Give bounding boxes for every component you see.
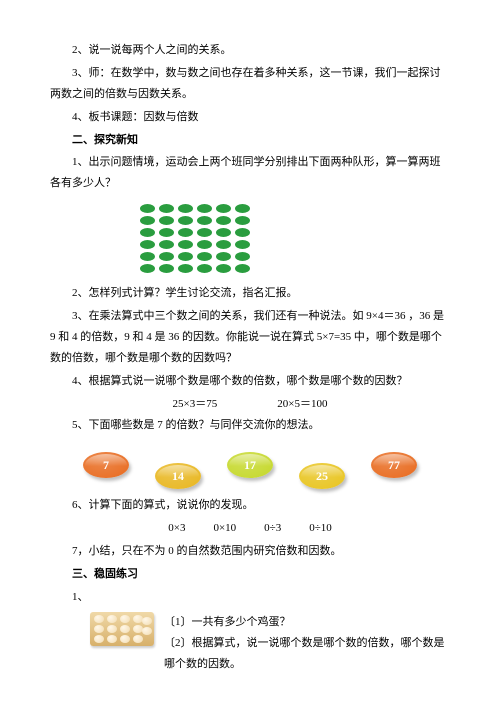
dot [178, 264, 193, 273]
zero-equations: 0×3 0×10 0÷3 0÷10 [50, 518, 450, 539]
egg-exercise: 〔1〕一共有多少个鸡蛋？ 〔2〕根据算式，说一说哪个数是哪个数的倍数，哪个数是哪… [90, 612, 450, 675]
dot [197, 204, 212, 213]
equation-2: 20×5＝100 [277, 394, 327, 415]
dot [235, 264, 250, 273]
line-q5: 5、下面哪些数是 7 的倍数？与同伴交流你的想法。 [50, 415, 450, 436]
line-q2: 2、怎样列式计算？学生讨论交流，指名汇报。 [50, 283, 450, 304]
dot [216, 216, 231, 225]
number-bubble: 17 [227, 452, 273, 478]
egg-q2: 〔2〕根据算式，说一说哪个数是哪个数的倍数，哪个数是哪个数的因数。 [164, 633, 450, 675]
team-formation-grid [140, 204, 450, 273]
dot [159, 252, 174, 261]
dot [159, 228, 174, 237]
dot [216, 252, 231, 261]
dot [235, 252, 250, 261]
egg [142, 627, 152, 635]
line-2: 2、说一说每两个人之间的关系。 [50, 40, 450, 61]
dot [216, 204, 231, 213]
dots-row [140, 204, 450, 213]
equation-1: 25×3＝75 [173, 394, 218, 415]
egg [120, 615, 130, 623]
dot [178, 228, 193, 237]
egg [94, 635, 104, 643]
dot [140, 228, 155, 237]
dot [197, 216, 212, 225]
equation-pair: 25×3＝75 20×5＝100 [50, 394, 450, 415]
dot [197, 264, 212, 273]
eq-b: 0×10 [213, 518, 236, 539]
egg [120, 635, 130, 643]
number-bubble: 77 [371, 452, 417, 478]
dot [197, 240, 212, 249]
dot [140, 204, 155, 213]
egg [107, 625, 117, 633]
dot [235, 216, 250, 225]
dot [178, 240, 193, 249]
dot [140, 240, 155, 249]
dot [216, 240, 231, 249]
dot [159, 264, 174, 273]
egg [120, 625, 130, 633]
line-ex1: 1、 [50, 587, 450, 608]
dots-row [140, 252, 450, 261]
dot [216, 228, 231, 237]
dot [235, 240, 250, 249]
dot [140, 264, 155, 273]
dot [178, 216, 193, 225]
egg [94, 625, 104, 633]
eq-c: 0÷3 [264, 518, 281, 539]
number-bubble: 7 [83, 452, 129, 478]
section-3-title: 三、稳固练习 [50, 564, 450, 585]
dot [140, 252, 155, 261]
number-bubble: 25 [299, 463, 345, 489]
dot [159, 216, 174, 225]
line-q7: 7，小结，只在不为 0 的自然数范围内研究倍数和因数。 [50, 541, 450, 562]
dot [159, 240, 174, 249]
line-q6: 6、计算下面的算式，说说你的发现。 [50, 495, 450, 516]
dots-row [140, 228, 450, 237]
dots-row [140, 240, 450, 249]
section-2-title: 二、探究新知 [50, 130, 450, 151]
egg [107, 615, 117, 623]
eq-a: 0×3 [168, 518, 185, 539]
dot [178, 252, 193, 261]
dot [197, 228, 212, 237]
eq-d: 0÷10 [309, 518, 332, 539]
line-q4: 4、根据算式说一说哪个数是哪个数的倍数，哪个数是哪个数的因数？ [50, 371, 450, 392]
egg-q1: 〔1〕一共有多少个鸡蛋？ [164, 612, 450, 633]
dot [216, 264, 231, 273]
egg-tray-image [90, 612, 154, 646]
dot [140, 216, 155, 225]
egg-questions: 〔1〕一共有多少个鸡蛋？ 〔2〕根据算式，说一说哪个数是哪个数的倍数，哪个数是哪… [164, 612, 450, 675]
dot [197, 252, 212, 261]
egg [107, 635, 117, 643]
dot [235, 228, 250, 237]
egg [94, 615, 104, 623]
dot [235, 204, 250, 213]
egg [133, 635, 143, 643]
line-q1: 1、出示问题情境，运动会上两个班同学分别排出下面两种队形，算一算两班各有多少人？ [50, 152, 450, 194]
line-q3: 3、在乘法算式中三个数之间的关系，我们还有一种说法。如 9×4＝36 ，36 是… [50, 306, 450, 369]
line-4: 4、板书课题：因数与倍数 [50, 107, 450, 128]
number-bubbles: 7 14 17 25 77 [70, 441, 430, 489]
dots-row [140, 264, 450, 273]
line-3: 3、师：在数学中，数与数之间也存在着多种关系，这一节课，我们一起探讨两数之间的倍… [50, 63, 450, 105]
egg [142, 617, 152, 625]
dots-row [140, 216, 450, 225]
dot [178, 204, 193, 213]
dot [159, 204, 174, 213]
number-bubble: 14 [155, 463, 201, 489]
